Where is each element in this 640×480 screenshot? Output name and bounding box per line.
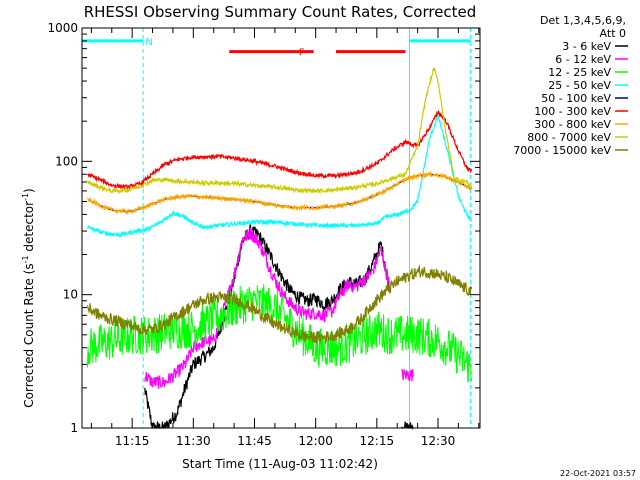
- series-layer: [86, 67, 473, 430]
- y-tick-label: 10: [63, 288, 78, 302]
- x-tick-label: 11:15: [115, 434, 150, 448]
- x-axis-label: Start Time (11-Aug-03 11:02:42): [182, 457, 378, 471]
- legend-entry-label: 7000 - 15000 keV: [513, 144, 611, 157]
- plot-frame: [81, 27, 481, 429]
- legend-entry-label: 6 - 12 keV: [555, 53, 611, 66]
- legend-header: Det 1,3,4,5,6,9,: [540, 14, 626, 27]
- y-tick-label: 1000: [47, 21, 78, 35]
- x-tick-label: 12:15: [360, 434, 395, 448]
- y-axis-label-end: ): [22, 188, 36, 193]
- annotation-label: F: [299, 48, 305, 59]
- legend-entry-label: 300 - 800 keV: [534, 118, 611, 131]
- y-axis-label: Corrected Count Rate (s-1 detector-1): [21, 188, 36, 407]
- y-axis-label-sup2: -1: [21, 193, 30, 201]
- annotation-bars: NF: [82, 37, 471, 59]
- chart-title: RHESSI Observing Summary Count Rates, Co…: [84, 3, 477, 21]
- footer-timestamp: 22-Oct-2021 03:57: [560, 469, 636, 478]
- y-tick-label: 100: [55, 154, 78, 168]
- series-line: [87, 284, 473, 383]
- series-line: [144, 227, 390, 389]
- legend-entry-label: 3 - 6 keV: [562, 40, 611, 53]
- x-tick-label: 12:30: [421, 434, 456, 448]
- legend-header: Att 0: [600, 27, 626, 40]
- x-tick-label: 11:45: [237, 434, 272, 448]
- series-line: [401, 369, 414, 382]
- series-line: [87, 112, 473, 238]
- y-tick-label: 1: [70, 421, 78, 435]
- legend-entry-label: 100 - 300 keV: [534, 105, 611, 118]
- legend-entry-label: 800 - 7000 keV: [527, 131, 611, 144]
- x-tick-label: 12:00: [298, 434, 333, 448]
- legend-entry-label: 50 - 100 keV: [541, 92, 611, 105]
- vertical-markers: [142, 28, 472, 428]
- series-line: [86, 170, 473, 215]
- series-line: [87, 109, 473, 191]
- y-axis-label-part: Corrected Count Rate (s: [22, 263, 36, 407]
- x-tick-label: 11:30: [176, 434, 211, 448]
- series-line: [86, 67, 473, 195]
- legend-entry-label: 12 - 25 keV: [548, 66, 611, 79]
- series-line: [401, 421, 414, 430]
- annotation-label: N: [145, 37, 152, 48]
- axis-ticks: 1 10 100 1000 11:15 11:30 11:45 12:00 12:15 12:30: [47, 21, 480, 448]
- y-axis-label-mid: detector: [22, 201, 36, 256]
- legend-entry-label: 25 - 50 keV: [548, 79, 611, 92]
- y-axis-label-sup: -1: [21, 255, 30, 263]
- series-line: [86, 264, 473, 345]
